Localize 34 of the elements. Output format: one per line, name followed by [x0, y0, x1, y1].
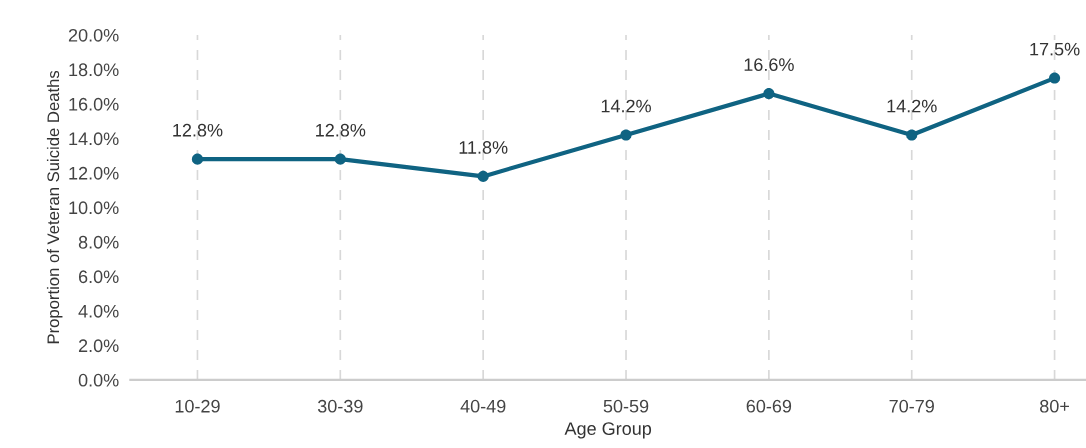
x-tick-label: 10-29 — [175, 399, 220, 413]
x-axis-title: Age Group — [564, 422, 652, 439]
y-tick-label: 20.0% — [68, 28, 119, 42]
x-tick-label: 70-79 — [889, 399, 934, 413]
y-tick-label: 2.0% — [78, 339, 119, 353]
y-tick-label: 6.0% — [78, 270, 119, 284]
point — [191, 153, 204, 165]
point — [334, 153, 346, 165]
data-label: 12.8% — [173, 123, 223, 137]
y-axis-title: Proportion of Veteran Suicide Deaths — [46, 70, 63, 344]
y-tick-label: 18.0% — [69, 63, 119, 77]
x-tick-label: 40-49 — [460, 399, 506, 413]
point — [763, 88, 775, 100]
point — [1049, 72, 1061, 84]
y-tick-label: 16.0% — [69, 97, 119, 111]
x-tick-label: 30-39 — [317, 399, 363, 413]
y-tick-label: 8.0% — [78, 235, 119, 249]
point — [477, 170, 489, 182]
x-tick-label: 80+ — [1040, 399, 1069, 413]
point — [620, 129, 632, 141]
data-label: 14.2% — [601, 99, 651, 113]
data-label: 16.6% — [744, 58, 794, 72]
y-tick-label: 10.0% — [69, 201, 119, 215]
x-tick-label: 60-69 — [746, 399, 792, 413]
x-tick-label: 50-59 — [603, 399, 649, 413]
data-label: 12.8% — [316, 123, 366, 137]
data-label: 14.2% — [887, 99, 937, 113]
y-tick-label: 0.0% — [78, 373, 119, 387]
data-label: 17.5% — [1030, 42, 1080, 56]
y-tick-label: 4.0% — [78, 304, 119, 318]
data-label: 11.8% — [459, 141, 508, 154]
y-tick-label: 14.0% — [69, 132, 119, 146]
y-tick-label: 12.0% — [69, 166, 119, 180]
point — [906, 129, 918, 141]
